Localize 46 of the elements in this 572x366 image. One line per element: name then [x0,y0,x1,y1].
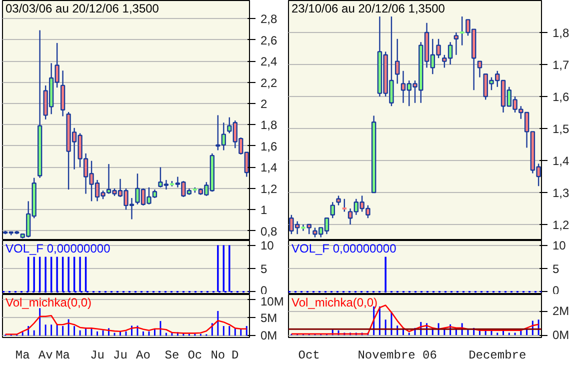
y-tick-label: 10 [260,238,274,253]
x-tick-label: Ao [136,348,150,362]
y-tick-label: 2,4 [260,54,278,69]
chart-title: Vol_michka(0,0) [6,296,92,310]
y-tick-label: 1,4 [260,160,278,175]
x-tick-label: Se [164,348,180,362]
y-tick-label: 1 [260,203,268,218]
x-tick-label: Decembre [468,348,526,362]
chart-title: Vol_michka(0,0) [292,296,378,310]
x-tick-label: Oct [298,348,320,362]
chart-title: 23/10/06 au 20/12/06 1,3500 [292,2,446,16]
y-tick-label: 1,2 [552,218,570,232]
x-tick-label: Novembre 06 [358,348,437,362]
y-tick-label: 1,5 [552,122,570,136]
y-tick-label: 10M [260,294,284,308]
y-tick-label: 2,8 [260,12,278,26]
y-tick-label: 2,2 [260,76,278,90]
chart-title: 03/03/06 au 20/12/06 1,3500 [6,2,160,16]
chart-title: VOL_F 0,00000000 [6,242,111,256]
x-tick-label: Ju [113,348,128,362]
x-tick-label: No [210,348,226,362]
y-tick-label: 0M [260,328,278,343]
x-tick-label: Av [38,348,53,362]
y-tick-label: 5 [552,262,560,276]
chart-title: VOL_F 0,00000000 [292,242,397,256]
y-tick-label: 1,6 [552,90,570,104]
y-tick-label: 1,2 [260,182,278,196]
y-tick-label: 1,8 [260,118,278,132]
x-tick-label: D [232,348,239,362]
y-tick-label: 2M [552,304,570,318]
y-tick-label: 0,8 [260,224,278,238]
y-tick-label: 1,6 [260,139,278,154]
y-tick-label: 0M [552,328,570,342]
y-tick-label: 1,3 [552,186,570,200]
x-tick-label: Ma [15,348,30,362]
y-tick-label: 2,6 [260,33,278,48]
y-tick-label: 2 [260,97,268,112]
y-tick-label: 1,8 [552,26,570,40]
y-tick-label: 1,4 [552,154,570,168]
y-tick-label: 1,7 [552,58,570,72]
x-tick-label: Ju [90,348,104,362]
y-tick-label: 10 [552,238,566,253]
y-tick-label: 5 [260,262,268,276]
x-tick-label: Ma [56,348,70,362]
x-tick-label: Oc [188,348,202,362]
y-tick-label: 5M [260,310,278,325]
